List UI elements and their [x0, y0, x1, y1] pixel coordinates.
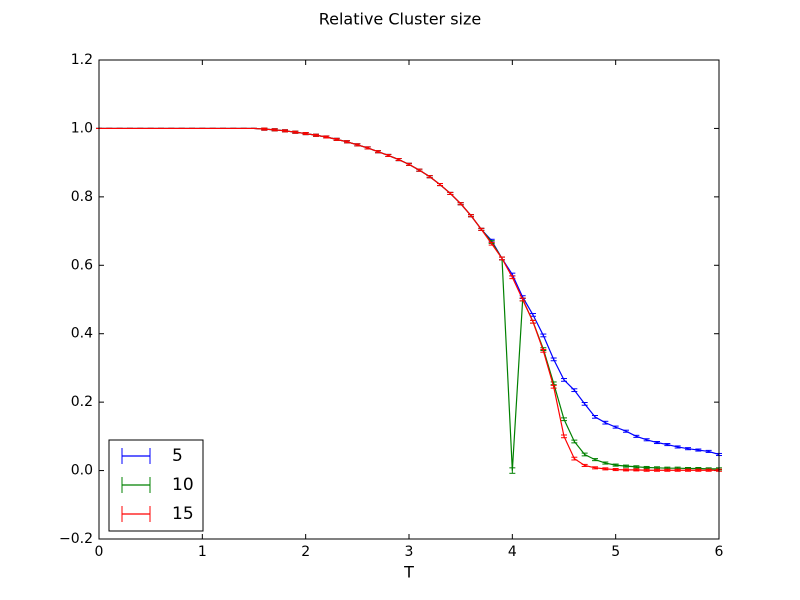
y-tick-label: 0.6 [71, 257, 93, 273]
legend-label: 5 [172, 446, 183, 466]
error-bar [395, 158, 402, 162]
error-bar [654, 468, 660, 472]
error-bar [633, 468, 640, 472]
error-bar [664, 468, 671, 472]
error-bar [519, 297, 526, 302]
error-bar [468, 214, 474, 218]
error-bar [282, 129, 288, 133]
error-bar [664, 443, 671, 447]
error-bar [478, 227, 485, 231]
x-axis-label: T [403, 563, 414, 582]
error-bar [571, 388, 578, 393]
error-bar [695, 448, 702, 452]
error-bar [292, 130, 299, 134]
error-bar [354, 143, 361, 147]
y-tick-label: 0.2 [71, 394, 93, 410]
error-bar [509, 275, 516, 280]
error-bar [437, 183, 443, 187]
legend-label: 15 [172, 504, 194, 524]
error-bar [602, 467, 609, 471]
error-bar [561, 417, 567, 422]
error-bar [540, 348, 547, 353]
legend-label: 10 [172, 475, 194, 495]
error-bar [612, 463, 619, 467]
plot-frame [98, 59, 720, 540]
error-bar [643, 465, 650, 470]
error-bar [685, 447, 691, 451]
error-bar [654, 440, 660, 445]
legend-box [108, 439, 204, 532]
x-tick-label: 4 [508, 544, 517, 560]
error-bar [323, 135, 330, 139]
x-tick-label: 1 [198, 544, 207, 560]
y-tick-label: 1.0 [71, 120, 93, 136]
error-bar [633, 465, 640, 469]
error-bar [540, 333, 547, 338]
error-bar [457, 202, 464, 206]
y-tick-label: 0.8 [71, 189, 93, 205]
error-bar [364, 146, 371, 150]
error-bar [612, 425, 619, 429]
y-tick-label: −0.2 [59, 531, 93, 547]
error-bar [302, 132, 309, 136]
error-bar [623, 429, 629, 433]
x-tick-label: 5 [611, 544, 620, 560]
error-bar [674, 445, 681, 449]
error-bar [685, 468, 691, 472]
x-tick-label: 3 [405, 544, 414, 560]
error-bar [674, 468, 681, 472]
y-tick-label: 0.4 [71, 326, 93, 342]
error-bar [271, 128, 278, 132]
chart-title: Relative Cluster size [319, 10, 482, 29]
error-bar [550, 384, 557, 389]
error-bar [705, 449, 712, 453]
error-bar [592, 414, 598, 419]
error-bar [447, 191, 454, 195]
error-bar [581, 463, 588, 467]
error-bar [602, 461, 609, 465]
x-tick-label: 6 [715, 544, 724, 560]
error-bar [261, 127, 268, 131]
error-bar [643, 468, 650, 472]
error-bar [592, 458, 598, 462]
error-bar [602, 420, 609, 425]
error-bar [623, 464, 629, 468]
error-bar [344, 140, 350, 144]
error-bar [509, 467, 516, 474]
x-tick-label: 2 [301, 544, 310, 560]
error-bar [385, 153, 392, 157]
error-bar [550, 357, 557, 362]
error-bar [643, 438, 650, 442]
error-bar [581, 401, 588, 406]
error-bar [406, 162, 412, 166]
error-bar [416, 168, 423, 172]
error-bar [612, 468, 619, 472]
error-bar [488, 241, 495, 246]
error-bar [633, 434, 640, 438]
error-bar [705, 468, 712, 472]
error-bar [581, 452, 588, 457]
error-bar [561, 378, 567, 382]
error-bar [426, 175, 433, 179]
error-bar [592, 466, 598, 470]
x-tick-label: 0 [95, 544, 104, 560]
error-bar [313, 133, 319, 137]
y-tick-label: 0.0 [71, 463, 93, 479]
error-bar [623, 468, 629, 472]
error-bar [499, 256, 505, 261]
error-bar [333, 137, 340, 141]
error-bar [571, 456, 578, 461]
error-bar [375, 150, 381, 154]
y-tick-label: 1.2 [71, 52, 93, 68]
error-bar [695, 468, 702, 472]
error-bar [561, 434, 567, 439]
error-bar [571, 439, 578, 444]
error-bar [530, 319, 536, 324]
